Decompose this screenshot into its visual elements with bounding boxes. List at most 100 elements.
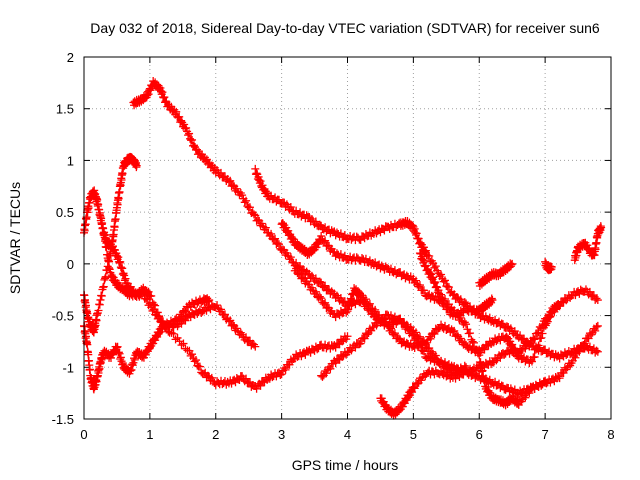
data-point bbox=[429, 329, 438, 338]
data-point bbox=[252, 169, 261, 178]
data-point bbox=[440, 276, 449, 285]
data-point bbox=[593, 321, 602, 330]
y-axis-label: SDTVAR / TECUs bbox=[7, 182, 23, 294]
data-point bbox=[360, 334, 369, 343]
data-point bbox=[198, 307, 207, 316]
data-point bbox=[331, 359, 340, 368]
data-point bbox=[410, 224, 419, 233]
x-tick-label: 1 bbox=[146, 427, 153, 442]
data-point bbox=[377, 261, 386, 270]
data-point bbox=[99, 283, 108, 292]
data-point bbox=[83, 340, 92, 349]
data-point bbox=[361, 295, 370, 304]
data-point bbox=[419, 286, 428, 295]
data-point bbox=[95, 300, 104, 309]
data-point bbox=[409, 222, 418, 231]
data-point bbox=[315, 292, 324, 301]
data-point bbox=[118, 270, 127, 279]
data-point bbox=[346, 294, 355, 303]
data-point bbox=[343, 332, 352, 341]
data-point bbox=[238, 191, 247, 200]
data-point bbox=[115, 259, 124, 268]
series-arc-13 bbox=[541, 257, 556, 275]
data-point bbox=[529, 334, 538, 343]
data-point bbox=[217, 168, 226, 177]
data-point bbox=[147, 291, 156, 300]
data-point bbox=[253, 215, 262, 224]
data-point bbox=[516, 331, 525, 340]
y-tick-label: 1 bbox=[67, 153, 74, 168]
data-point bbox=[555, 374, 564, 383]
data-point bbox=[530, 352, 539, 361]
data-point bbox=[186, 134, 195, 143]
data-point bbox=[546, 312, 555, 321]
data-point bbox=[581, 341, 590, 350]
data-point bbox=[371, 305, 380, 314]
data-point bbox=[296, 269, 305, 278]
data-point bbox=[592, 346, 601, 355]
data-point bbox=[249, 210, 258, 219]
data-point bbox=[508, 259, 517, 268]
data-point bbox=[592, 294, 601, 303]
data-point bbox=[419, 338, 428, 347]
data-point bbox=[105, 257, 114, 266]
data-point bbox=[126, 367, 135, 376]
data-point bbox=[460, 338, 469, 347]
y-tick-label: -1.5 bbox=[52, 412, 74, 427]
data-point bbox=[435, 289, 444, 298]
data-point bbox=[332, 228, 341, 237]
data-point bbox=[421, 261, 430, 270]
series-arc-6 bbox=[251, 164, 602, 363]
data-point bbox=[502, 333, 511, 342]
data-point bbox=[377, 394, 386, 403]
data-point bbox=[175, 112, 184, 121]
data-point bbox=[591, 326, 600, 335]
data-point bbox=[261, 223, 270, 232]
data-point bbox=[452, 330, 461, 339]
data-point bbox=[193, 299, 202, 308]
data-point bbox=[224, 177, 233, 186]
data-point bbox=[538, 321, 547, 330]
data-point bbox=[419, 256, 428, 265]
data-point bbox=[170, 105, 179, 114]
data-point bbox=[478, 366, 487, 375]
data-point bbox=[99, 282, 108, 291]
data-point bbox=[468, 337, 477, 346]
data-point bbox=[402, 338, 411, 347]
data-point bbox=[208, 163, 217, 172]
data-point bbox=[410, 384, 419, 393]
chart-title: Day 032 of 2018, Sidereal Day-to-day VTE… bbox=[90, 20, 600, 36]
data-point bbox=[141, 350, 150, 359]
data-point bbox=[415, 332, 424, 341]
data-point bbox=[412, 328, 421, 337]
data-point bbox=[390, 329, 399, 338]
data-point bbox=[191, 356, 200, 365]
data-point bbox=[415, 281, 424, 290]
data-point bbox=[321, 236, 330, 245]
data-point bbox=[228, 181, 237, 190]
data-point bbox=[433, 355, 442, 364]
data-point bbox=[431, 351, 440, 360]
data-point bbox=[167, 328, 176, 337]
data-point bbox=[394, 334, 403, 343]
data-point bbox=[246, 203, 255, 212]
data-point bbox=[482, 382, 491, 391]
data-point bbox=[181, 307, 190, 316]
y-tick-label: -1 bbox=[62, 360, 74, 375]
data-point bbox=[342, 308, 351, 317]
x-tick-label: 0 bbox=[80, 427, 87, 442]
data-point bbox=[539, 377, 548, 386]
data-point bbox=[116, 263, 125, 272]
data-point bbox=[587, 330, 596, 339]
data-point bbox=[592, 322, 601, 331]
data-point bbox=[251, 164, 260, 173]
data-point bbox=[534, 341, 543, 350]
data-point bbox=[466, 329, 475, 338]
data-point bbox=[116, 257, 125, 266]
data-point bbox=[113, 342, 122, 351]
data-point bbox=[317, 294, 326, 303]
data-point bbox=[224, 317, 233, 326]
data-point bbox=[188, 135, 197, 144]
x-tick-label: 8 bbox=[607, 427, 614, 442]
